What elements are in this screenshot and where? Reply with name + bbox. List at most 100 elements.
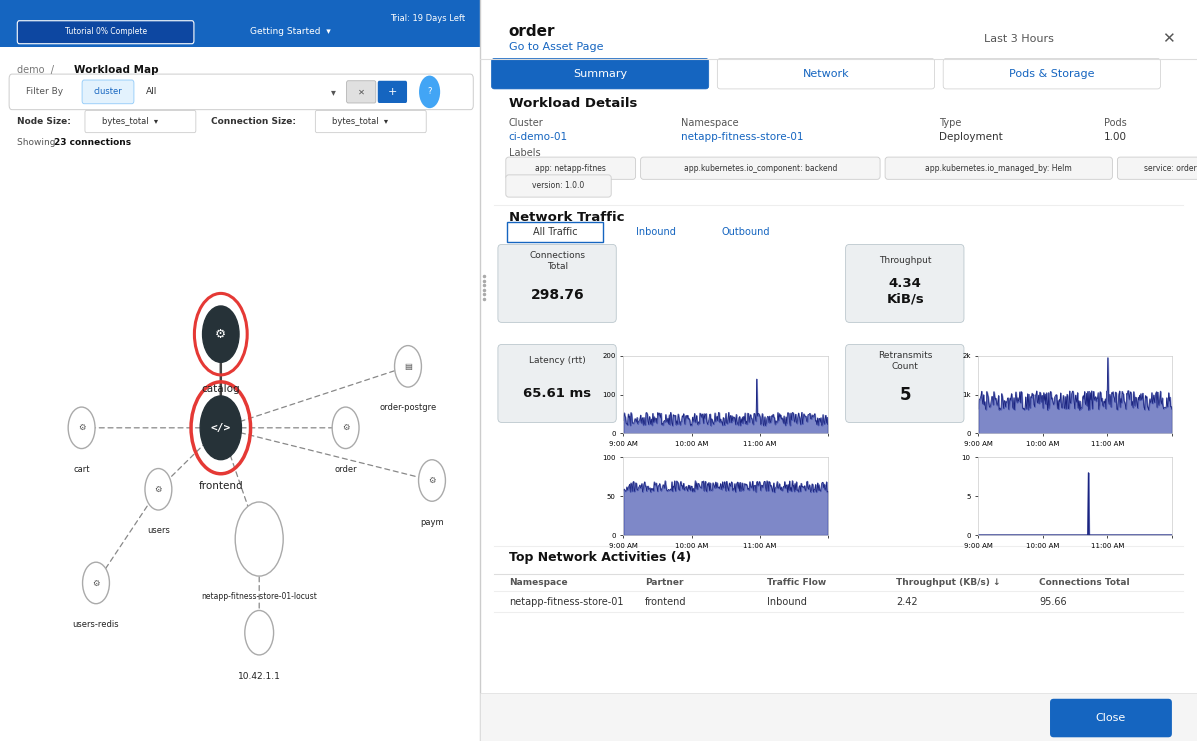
- Text: order-postgre: order-postgre: [379, 403, 437, 413]
- FancyBboxPatch shape: [498, 245, 616, 322]
- Text: app.kubernetes.io_managed_by: Helm: app.kubernetes.io_managed_by: Helm: [925, 164, 1073, 173]
- Text: All: All: [146, 87, 158, 96]
- Text: netapp-fitness-store-01: netapp-fitness-store-01: [681, 132, 803, 142]
- Circle shape: [202, 306, 239, 362]
- Text: 10.42.1.1: 10.42.1.1: [238, 672, 280, 681]
- Text: Tutorial 0% Complete: Tutorial 0% Complete: [65, 27, 147, 36]
- Text: paym: paym: [420, 517, 444, 527]
- Text: Summary: Summary: [573, 69, 627, 79]
- FancyBboxPatch shape: [17, 21, 194, 44]
- Text: Trial: 19 Days Left: Trial: 19 Days Left: [390, 14, 466, 23]
- Text: Connection Size:: Connection Size:: [211, 117, 296, 126]
- Text: 298.76: 298.76: [530, 288, 584, 302]
- FancyBboxPatch shape: [506, 157, 636, 179]
- Circle shape: [419, 76, 440, 108]
- FancyBboxPatch shape: [506, 175, 612, 197]
- Text: Namespace: Namespace: [681, 118, 739, 128]
- FancyBboxPatch shape: [85, 110, 196, 133]
- Text: 4.34
KiB/s: 4.34 KiB/s: [886, 277, 924, 305]
- Text: frontend: frontend: [645, 597, 686, 607]
- Text: Inbound: Inbound: [767, 597, 807, 607]
- Circle shape: [200, 396, 242, 459]
- Text: Go to Asset Page: Go to Asset Page: [509, 41, 603, 52]
- Text: Inbound: Inbound: [636, 227, 675, 237]
- Text: frontend: frontend: [199, 481, 243, 491]
- FancyBboxPatch shape: [845, 345, 964, 422]
- Text: Pods: Pods: [1104, 118, 1126, 128]
- Text: bytes_total  ▾: bytes_total ▾: [332, 117, 388, 126]
- Text: cart: cart: [73, 465, 90, 473]
- Text: Network Traffic: Network Traffic: [509, 210, 624, 224]
- Text: ▾: ▾: [332, 87, 336, 97]
- Text: ⚙: ⚙: [92, 579, 99, 588]
- Text: All Traffic: All Traffic: [533, 227, 578, 237]
- Text: Type: Type: [938, 118, 961, 128]
- Text: cluster: cluster: [93, 87, 122, 96]
- FancyBboxPatch shape: [378, 81, 407, 103]
- Text: ⚙: ⚙: [154, 485, 162, 494]
- FancyBboxPatch shape: [1050, 699, 1172, 737]
- Circle shape: [68, 407, 95, 448]
- Text: ✕: ✕: [1162, 31, 1174, 46]
- Text: Showing: Showing: [17, 138, 59, 147]
- Text: Namespace: Namespace: [509, 578, 567, 587]
- Text: 23 connections: 23 connections: [54, 138, 130, 147]
- Text: ✕: ✕: [358, 87, 365, 96]
- Circle shape: [235, 502, 284, 576]
- Text: ci-demo-01: ci-demo-01: [509, 132, 567, 142]
- Text: 2.42: 2.42: [895, 597, 917, 607]
- Text: 65.61 ms: 65.61 ms: [523, 387, 591, 400]
- FancyBboxPatch shape: [347, 81, 376, 103]
- Text: users: users: [147, 526, 170, 535]
- Text: Network: Network: [803, 69, 849, 79]
- Text: Pods & Storage: Pods & Storage: [1009, 69, 1094, 79]
- Text: ⚙: ⚙: [429, 476, 436, 485]
- Text: ▤: ▤: [405, 362, 412, 370]
- Text: </>: </>: [211, 423, 231, 433]
- Text: Labels: Labels: [509, 148, 540, 159]
- Text: 95.66: 95.66: [1039, 597, 1067, 607]
- FancyBboxPatch shape: [480, 693, 1197, 741]
- Text: netapp-fitness-store-01: netapp-fitness-store-01: [509, 597, 624, 607]
- Text: Top Network Activities (4): Top Network Activities (4): [509, 551, 691, 565]
- FancyBboxPatch shape: [492, 59, 709, 89]
- Text: 5: 5: [899, 386, 911, 404]
- Circle shape: [419, 459, 445, 501]
- Text: ?: ?: [427, 87, 432, 96]
- Text: Outbound: Outbound: [721, 227, 770, 237]
- Text: 1.00: 1.00: [1104, 132, 1126, 142]
- FancyBboxPatch shape: [845, 245, 964, 322]
- Text: version: 1.0.0: version: 1.0.0: [533, 182, 584, 190]
- FancyBboxPatch shape: [943, 59, 1160, 89]
- FancyBboxPatch shape: [10, 74, 473, 110]
- Circle shape: [332, 407, 359, 448]
- Text: Traffic Flow: Traffic Flow: [767, 578, 826, 587]
- Text: Retransmits
Count: Retransmits Count: [877, 350, 932, 371]
- Text: Workload Map: Workload Map: [74, 64, 159, 75]
- FancyBboxPatch shape: [83, 80, 134, 104]
- FancyBboxPatch shape: [717, 59, 935, 89]
- FancyBboxPatch shape: [508, 222, 603, 242]
- Text: Deployment: Deployment: [938, 132, 1003, 142]
- Text: Connections Total: Connections Total: [1039, 578, 1130, 587]
- Circle shape: [83, 562, 109, 604]
- Circle shape: [145, 468, 172, 510]
- Circle shape: [245, 611, 274, 655]
- Text: app: netapp-fitnes: app: netapp-fitnes: [535, 164, 606, 173]
- Text: order: order: [334, 465, 357, 473]
- FancyBboxPatch shape: [315, 110, 426, 133]
- Text: service: order: service: order: [1144, 164, 1197, 173]
- Text: Cluster: Cluster: [509, 118, 543, 128]
- Text: app.kubernetes.io_component: backend: app.kubernetes.io_component: backend: [683, 164, 837, 173]
- Text: Node Size:: Node Size:: [17, 117, 71, 126]
- Text: Connections
Total: Connections Total: [529, 250, 585, 271]
- Text: users-redis: users-redis: [73, 620, 120, 629]
- Text: Latency (rtt): Latency (rtt): [529, 356, 585, 365]
- Text: Last 3 Hours: Last 3 Hours: [984, 33, 1053, 44]
- Text: Getting Started  ▾: Getting Started ▾: [250, 27, 330, 36]
- Text: Workload Details: Workload Details: [509, 97, 637, 110]
- Text: ⚙: ⚙: [215, 328, 226, 341]
- Text: ⚙: ⚙: [78, 423, 85, 432]
- Text: demo  /: demo /: [17, 64, 60, 75]
- FancyBboxPatch shape: [885, 157, 1112, 179]
